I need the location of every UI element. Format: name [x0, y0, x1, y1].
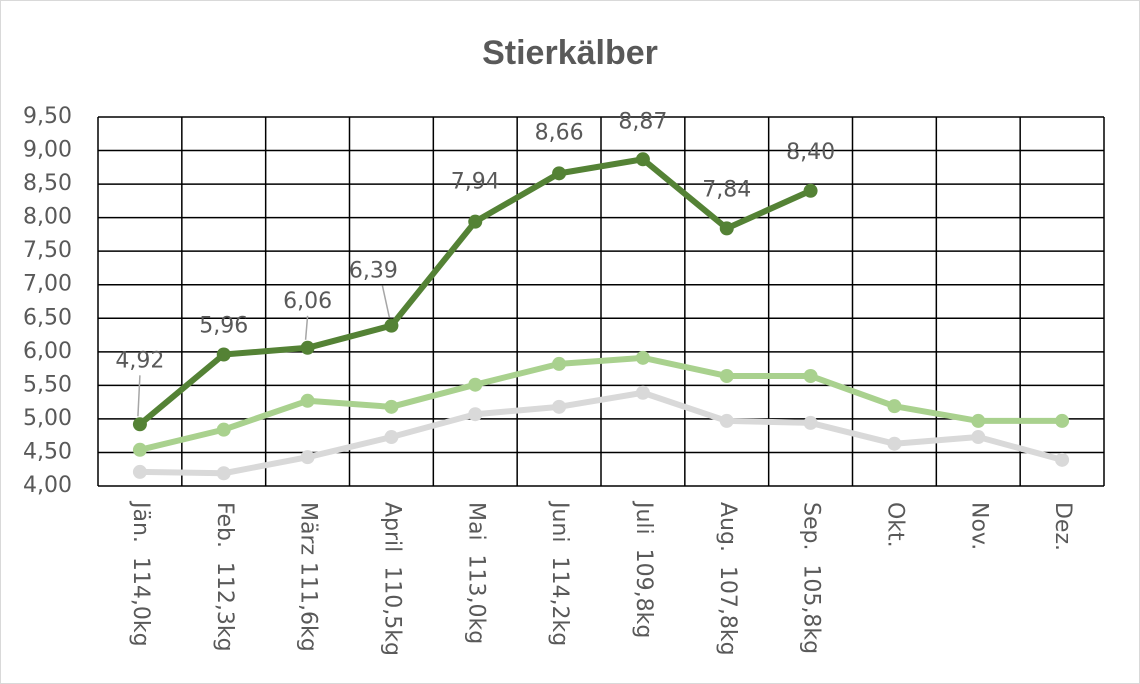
- y-tick-label: 8,00: [23, 205, 72, 230]
- point: [300, 450, 315, 465]
- data-label: 5,96: [199, 314, 248, 339]
- point: [1055, 452, 1070, 467]
- point: [887, 399, 902, 414]
- point: [1055, 413, 1070, 428]
- point: [216, 466, 231, 481]
- data-label: 6,06: [283, 289, 332, 314]
- x-tick-label: Juni 114,2kg: [547, 500, 572, 646]
- x-tick-label: Juli 109,8kg: [631, 500, 656, 638]
- x-tick-label: April 110,5kg: [379, 502, 404, 656]
- point: [719, 413, 734, 428]
- point: [552, 166, 567, 181]
- point: [384, 399, 399, 414]
- leader-line: [381, 285, 391, 318]
- data-label: 7,84: [702, 177, 751, 202]
- y-tick-label: 7,50: [23, 238, 72, 263]
- point: [300, 340, 315, 355]
- y-tick-label: 4,00: [23, 473, 72, 498]
- y-tick-label: 4,50: [23, 439, 72, 464]
- series-line: [139, 354, 1063, 453]
- chart-title: Stierkälber: [482, 34, 658, 72]
- point: [635, 385, 650, 400]
- leader-line: [137, 375, 141, 417]
- x-tick-label: Sep. 105,8kg: [799, 502, 824, 654]
- point: [552, 399, 567, 414]
- point: [635, 152, 650, 167]
- y-tick-label: 5,50: [23, 372, 72, 397]
- point: [132, 464, 147, 479]
- x-tick-label: Mai 113,0kg: [463, 502, 488, 644]
- y-tick-label: 5,00: [23, 406, 72, 431]
- point: [132, 442, 147, 457]
- data-label: 8,40: [786, 140, 835, 165]
- point: [468, 407, 483, 422]
- data-label: 8,66: [535, 120, 584, 145]
- point: [803, 415, 818, 430]
- point: [971, 430, 986, 445]
- y-tick-label: 9,50: [23, 104, 72, 129]
- point: [552, 356, 567, 371]
- data-label: 7,94: [451, 170, 500, 195]
- data-label: 6,39: [349, 259, 398, 284]
- data-label: 4,92: [115, 348, 164, 373]
- y-tick-label: 9,00: [23, 138, 72, 163]
- point: [635, 350, 650, 365]
- y-tick-label: 8,50: [23, 171, 72, 196]
- point: [384, 430, 399, 445]
- point: [887, 436, 902, 451]
- point: [971, 413, 986, 428]
- point: [719, 221, 734, 236]
- y-tick-label: 7,00: [23, 272, 72, 297]
- leader-line: [304, 315, 309, 340]
- y-tick-label: 6,50: [23, 305, 72, 330]
- x-tick-label: Aug. 107,8kg: [715, 502, 740, 656]
- x-tick-label: März 111,6kg: [296, 502, 321, 652]
- point: [384, 318, 399, 333]
- x-tick-label: Okt.: [882, 502, 907, 548]
- point: [803, 183, 818, 198]
- point: [216, 347, 231, 362]
- point: [216, 422, 231, 437]
- x-tick-label: Nov.: [966, 502, 991, 550]
- x-tick-label: Jän. 114,0kg: [128, 500, 153, 647]
- y-tick-label: 6,00: [23, 339, 72, 364]
- point: [719, 368, 734, 383]
- point: [132, 417, 147, 432]
- x-tick-label: Feb. 112,3kg: [212, 502, 237, 652]
- point: [803, 368, 818, 383]
- data-label: 8,87: [618, 109, 667, 134]
- series-line: [139, 389, 1063, 477]
- point: [468, 377, 483, 392]
- x-tick-label: Dez.: [1050, 502, 1075, 551]
- point: [300, 393, 315, 408]
- point: [468, 214, 483, 229]
